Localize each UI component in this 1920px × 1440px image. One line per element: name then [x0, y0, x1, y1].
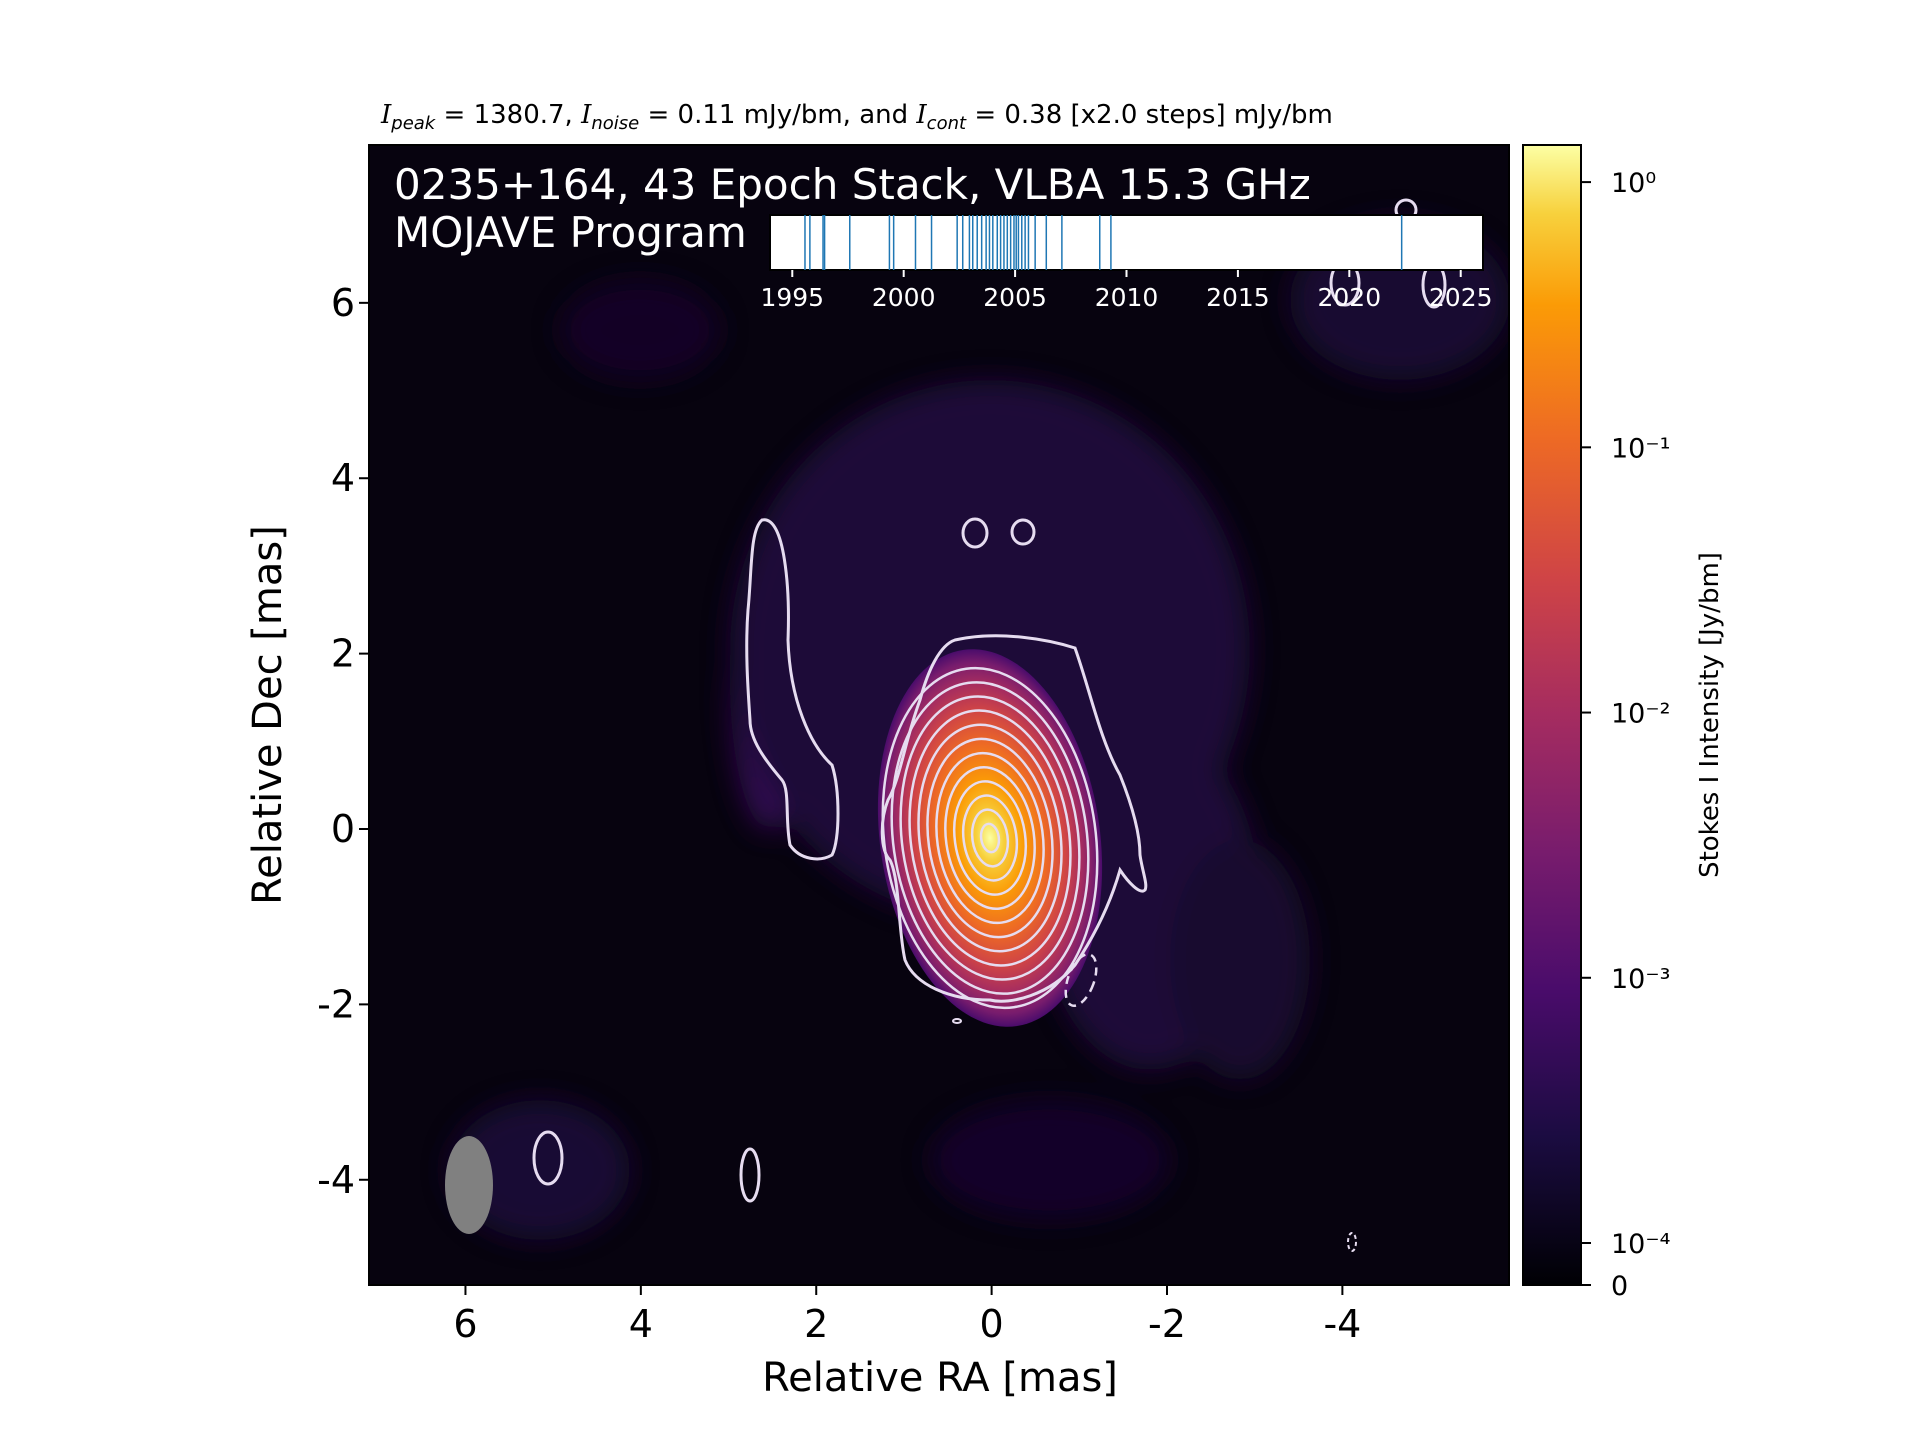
overlay-title-line1: 0235+164, 43 Epoch Stack, VLBA 15.3 GHz: [394, 160, 1311, 209]
core-contour-ring: [899, 695, 1081, 981]
core-contour-ring: [979, 822, 1001, 854]
colorbar: 10⁰ 10⁻¹ 10⁻² 10⁻³ 10⁻⁴ 0: [1522, 144, 1670, 1302]
epoch-tick-label: 2010: [1095, 283, 1159, 312]
core-contour-ring: [890, 681, 1090, 995]
colorbar-tick-label: 10⁻⁴: [1611, 1229, 1670, 1260]
x-axis-title: Relative RA [mas]: [762, 1355, 1118, 1401]
epoch-ticks: 1995 2000 2005 2010 2015 2020 2025: [760, 270, 1493, 312]
core-contour-ring: [926, 737, 1054, 939]
epoch-timeline-box: [769, 214, 1484, 271]
peak-value: = 1380.7,: [443, 100, 573, 130]
core-contour-ring: [961, 794, 1019, 882]
epoch-tick-label: 2020: [1318, 283, 1382, 312]
small-contour: [961, 517, 989, 549]
y-tick-label: -2: [317, 982, 355, 1026]
colorbar-tick-label: 10⁻¹: [1611, 433, 1670, 464]
negative-contour: [952, 1018, 962, 1024]
colorbar-tick-label: 10⁻³: [1611, 964, 1670, 995]
y-tick-label: -4: [317, 1158, 355, 1202]
negative-contour: [1064, 952, 1098, 1008]
y-axis: 6 4 2 0 -2 -4: [317, 281, 369, 1202]
cont-label: I: [916, 100, 927, 130]
x-tick-label: 4: [629, 1302, 653, 1346]
epoch-tick-label: 2000: [872, 283, 936, 312]
colorbar-fill: [1523, 145, 1581, 1285]
diffuse-patch: [560, 280, 720, 380]
colorbar-tick-label: 10⁻²: [1611, 699, 1670, 730]
core-emission: [877, 649, 1103, 1027]
colorbar-ticks: 10⁰ 10⁻¹ 10⁻² 10⁻³ 10⁻⁴ 0: [1581, 168, 1670, 1302]
epoch-tick-label: 2015: [1206, 283, 1270, 312]
colorbar-tick-label: 0: [1611, 1271, 1628, 1302]
colorbar-frame: [1522, 144, 1582, 1286]
plot-frame: [368, 144, 1510, 1286]
peak-label: I: [381, 100, 392, 130]
y-axis-title: Relative Dec [mas]: [245, 525, 291, 905]
peak-sub: peak: [391, 113, 436, 135]
x-tick-label: 2: [804, 1302, 828, 1346]
x-tick-label: -4: [1323, 1302, 1361, 1346]
plot-header: Ipeak = 1380.7, Inoise = 0.11 mJy/bm, an…: [381, 100, 1333, 134]
noise-label: I: [581, 100, 592, 130]
core-contour-ring: [935, 751, 1045, 925]
epoch-tick-label: 1995: [760, 283, 824, 312]
small-contour: [1010, 518, 1036, 546]
core-group: [877, 649, 1103, 1027]
noise-sub: noise: [591, 113, 640, 135]
jet-contour: [745, 518, 840, 861]
core-contour-ring: [970, 808, 1010, 868]
core-contours: [881, 666, 1099, 1010]
epoch-lines: [804, 215, 1403, 270]
epoch-tick-label: 2005: [983, 283, 1047, 312]
y-tick-label: 4: [331, 456, 355, 500]
core-contour-ring: [917, 723, 1063, 953]
epoch-timeline: 1995 2000 2005 2010 2015 2020 2025: [760, 214, 1493, 312]
colorbar-title: Stokes I Intensity [Jy/bm]: [1695, 552, 1725, 878]
core-contour-ring: [953, 780, 1027, 896]
colorbar-tick-label: 10⁰: [1611, 168, 1656, 199]
cont-value: = 0.38 [x2.0 steps] mJy/bm: [974, 100, 1333, 130]
beam-ellipse: [445, 1136, 493, 1234]
small-contour: [739, 1147, 761, 1203]
diffuse-patch: [930, 1100, 1170, 1220]
x-tick-label: -2: [1148, 1302, 1186, 1346]
x-axis: 6 4 2 0 -2 -4: [453, 1285, 1361, 1346]
diffuse-patch: [1170, 840, 1310, 1080]
negative-contour: [1347, 1232, 1357, 1252]
x-tick-label: 6: [453, 1302, 477, 1346]
x-tick-label: 0: [980, 1302, 1004, 1346]
epoch-tick-label: 2025: [1429, 283, 1493, 312]
image-layer: [445, 198, 1509, 1252]
noise-value: = 0.11 mJy/bm, and: [647, 100, 909, 130]
core-contour-ring: [944, 765, 1036, 911]
small-contour: [532, 1130, 564, 1186]
core-contour-ring: [908, 709, 1072, 967]
y-tick-label: 6: [331, 281, 355, 325]
y-tick-label: 2: [331, 632, 355, 676]
y-tick-label: 0: [331, 807, 355, 851]
cont-sub: cont: [926, 113, 967, 135]
diffuse-patch: [450, 1100, 630, 1240]
overlay-title-line2: MOJAVE Program: [394, 208, 747, 257]
